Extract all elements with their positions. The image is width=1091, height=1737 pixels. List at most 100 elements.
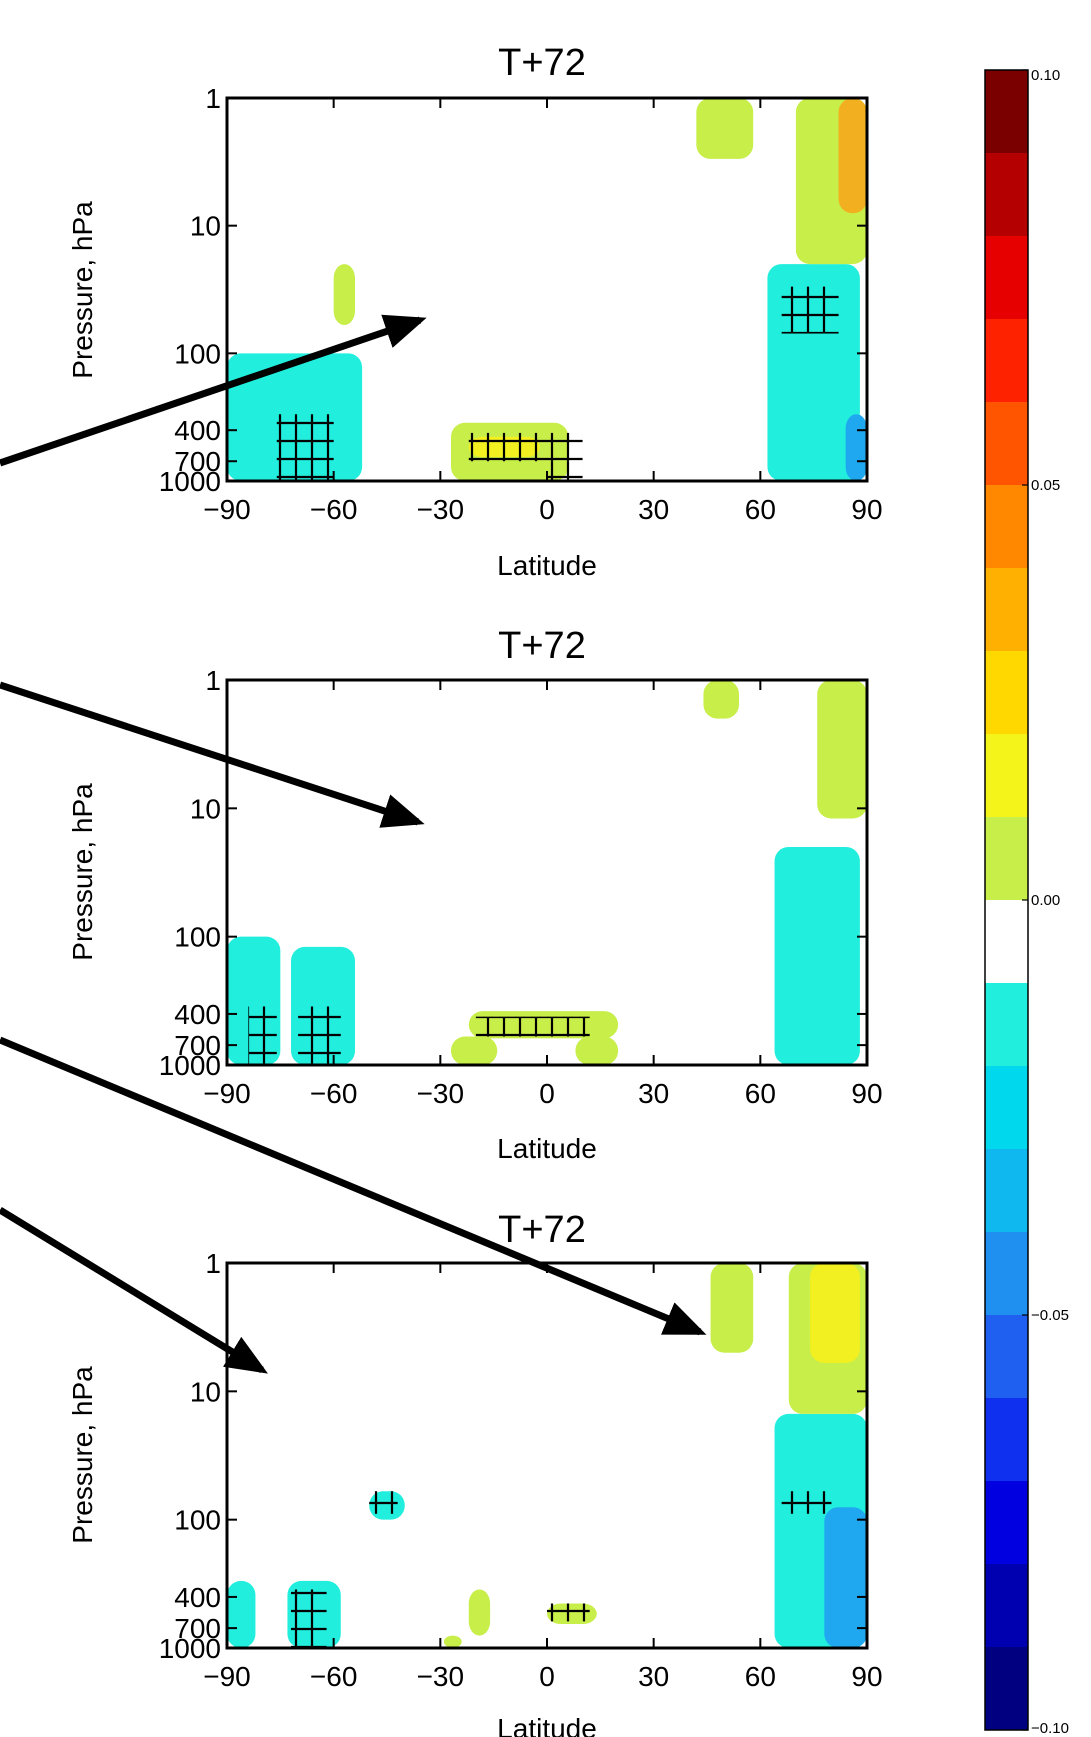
- x-tick-label: 90: [851, 1078, 882, 1109]
- annotation-arrows: [0, 314, 707, 1374]
- contour-region: [824, 1507, 867, 1648]
- x-tick-label: −90: [203, 1078, 251, 1109]
- y-tick-label: 1: [205, 665, 221, 696]
- y-tick-label: 1000: [159, 1633, 221, 1664]
- significance-hatch: [781, 286, 839, 334]
- colorbar-band: [985, 817, 1028, 901]
- colorbar-band: [985, 1481, 1028, 1565]
- contour-region: [696, 98, 754, 159]
- x-tick-label: −30: [417, 1661, 465, 1692]
- x-tick-label: 30: [638, 1078, 669, 1109]
- panel-title: T+72: [498, 42, 586, 84]
- contour-region: [575, 1036, 619, 1065]
- y-tick-label: 400: [174, 1582, 221, 1613]
- colorbar-band: [985, 651, 1028, 735]
- x-tick-label: 60: [745, 1078, 776, 1109]
- colorbar-band: [985, 402, 1028, 486]
- y-axis-label: Pressure, hPa: [67, 1366, 98, 1544]
- colorbar-band: [985, 319, 1028, 403]
- plot-area: [227, 98, 867, 481]
- annotation-arrow: [0, 1207, 268, 1374]
- y-tick-label: 1: [205, 83, 221, 114]
- y-tick-label: 100: [174, 922, 221, 953]
- x-tick-label: −30: [417, 1078, 465, 1109]
- colorbar-band: [985, 485, 1028, 569]
- x-tick-label: 90: [851, 1661, 882, 1692]
- contour-region: [845, 414, 867, 481]
- colorbar-band: [985, 1149, 1028, 1233]
- colorbar-band: [985, 70, 1028, 154]
- colorbar-band: [985, 1066, 1028, 1150]
- contour-region: [468, 1589, 491, 1636]
- y-tick-label: 100: [174, 338, 221, 369]
- contour-region: [774, 846, 860, 1065]
- y-tick-label: 700: [174, 1613, 221, 1644]
- colorbar-band: [985, 236, 1028, 320]
- colorbar-band: [985, 900, 1028, 984]
- colorbar-tick-label: 0.00: [1031, 892, 1060, 909]
- contour-region: [227, 1580, 256, 1648]
- x-tick-label: −60: [310, 494, 358, 525]
- y-tick-label: 100: [174, 1505, 221, 1536]
- colorbar-tick-label: −0.05: [1031, 1307, 1069, 1324]
- colorbar: 0.10 0.05 0.00 −0.05 −0.10: [984, 67, 1069, 1737]
- significance-hatch: [547, 461, 583, 481]
- y-tick-label: 10: [190, 1376, 221, 1407]
- contour-region: [838, 98, 867, 214]
- colorbar-band: [985, 983, 1028, 1067]
- colorbar-band: [985, 1647, 1028, 1731]
- contour-region: [333, 264, 355, 326]
- colorbar-band: [985, 153, 1028, 237]
- colorbar-band: [985, 1315, 1028, 1399]
- annotation-arrow: [0, 681, 425, 828]
- x-tick-label: 0: [539, 1078, 555, 1109]
- y-tick-label: 10: [190, 211, 221, 242]
- x-tick-label: −60: [310, 1661, 358, 1692]
- y-tick-label: 400: [174, 999, 221, 1030]
- colorbar-band: [985, 1564, 1028, 1648]
- x-tick-label: 0: [539, 494, 555, 525]
- x-tick-label: −60: [310, 1078, 358, 1109]
- x-ticks: −90 −60 −30 0 30 60 90: [203, 1263, 883, 1692]
- y-axis-label: Pressure, hPa: [67, 201, 98, 379]
- y-tick-label: 1000: [159, 466, 221, 497]
- colorbar-tick-label: 0.05: [1031, 477, 1060, 494]
- x-tick-label: 0: [539, 1661, 555, 1692]
- x-tick-label: 30: [638, 1661, 669, 1692]
- colorbar-band: [985, 1398, 1028, 1482]
- contour-region: [817, 680, 867, 819]
- plot-area: [227, 1263, 867, 1648]
- significance-hatch: [468, 432, 583, 462]
- x-tick-label: −30: [417, 494, 465, 525]
- x-tick-label: 60: [745, 1661, 776, 1692]
- x-tick-label: 60: [745, 494, 776, 525]
- significance-hatch: [475, 1016, 590, 1037]
- panel-title: T+72: [498, 1209, 586, 1251]
- colorbar-band: [985, 734, 1028, 818]
- plot-area: [227, 680, 867, 1065]
- x-tick-label: 30: [638, 494, 669, 525]
- y-tick-label: 1000: [159, 1050, 221, 1081]
- annotation-arrow: [0, 314, 427, 467]
- y-tick-label: 10: [190, 793, 221, 824]
- colorbar-band: [985, 568, 1028, 652]
- x-tick-label: −90: [203, 494, 251, 525]
- y-tick-label: 700: [174, 1030, 221, 1061]
- y-tick-label: 700: [174, 446, 221, 477]
- colorbar-tick-label: 0.10: [1031, 67, 1060, 84]
- panel-title: T+72: [498, 625, 586, 667]
- significance-hatch: [547, 1603, 590, 1622]
- x-tick-label: −90: [203, 1661, 251, 1692]
- y-tick-label: 1: [205, 1248, 221, 1279]
- significance-hatch: [369, 1491, 398, 1514]
- x-axis-label: Latitude: [497, 1133, 597, 1164]
- annotation-arrow: [0, 1036, 707, 1336]
- y-axis-label: Pressure, hPa: [67, 783, 98, 961]
